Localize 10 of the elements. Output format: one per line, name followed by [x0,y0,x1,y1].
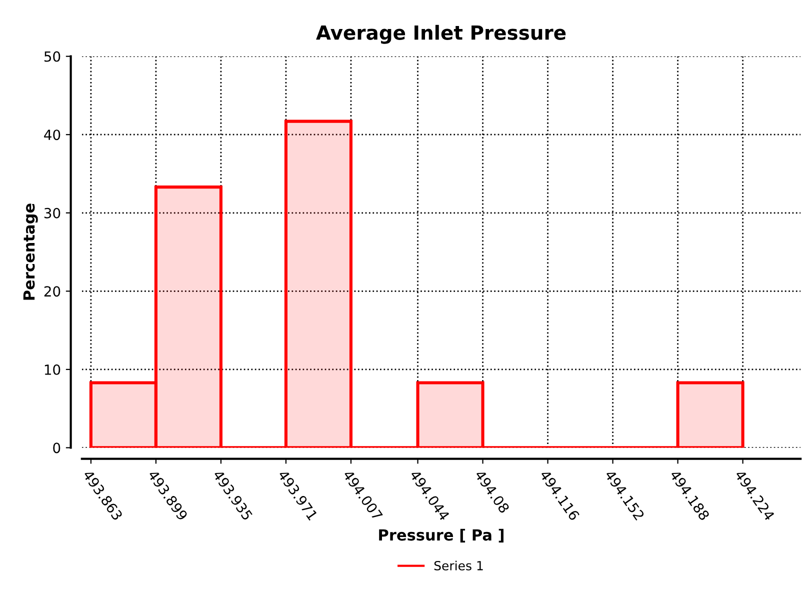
chart-title: Average Inlet Pressure [316,24,566,44]
y-tick-label: 20 [44,286,60,297]
y-tick-label: 50 [44,51,60,62]
y-axis-title: Percentage [23,204,38,300]
y-tick-label: 10 [44,364,60,375]
y-tick-label: 30 [44,208,60,218]
x-axis-title: Pressure [ Pa ] [379,528,504,542]
legend-label: Series 1 [434,560,483,570]
y-tick-label: 0 [53,442,60,454]
y-tick-label: 40 [44,130,60,140]
